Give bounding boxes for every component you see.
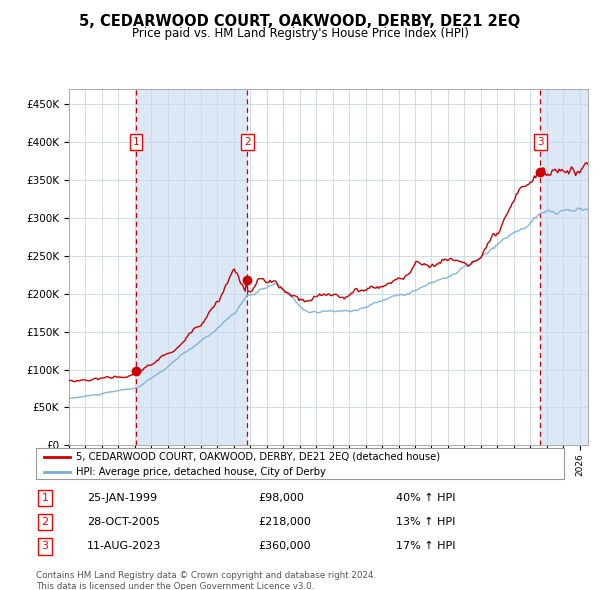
Text: 5, CEDARWOOD COURT, OAKWOOD, DERBY, DE21 2EQ: 5, CEDARWOOD COURT, OAKWOOD, DERBY, DE21… [79, 14, 521, 30]
Text: 3: 3 [41, 542, 49, 551]
Text: 28-OCT-2005: 28-OCT-2005 [87, 517, 160, 527]
Text: 3: 3 [537, 137, 544, 147]
Text: Price paid vs. HM Land Registry's House Price Index (HPI): Price paid vs. HM Land Registry's House … [131, 27, 469, 40]
Bar [555, 88, 588, 445]
Text: 25-JAN-1999: 25-JAN-1999 [87, 493, 157, 503]
Bar [541, 88, 588, 445]
Text: 11-AUG-2023: 11-AUG-2023 [87, 542, 161, 551]
Text: HPI: Average price, detached house, City of Derby: HPI: Average price, detached house, City… [76, 467, 325, 477]
Text: 1: 1 [133, 137, 139, 147]
Bar [136, 88, 247, 445]
Text: 2: 2 [41, 517, 49, 527]
Text: 2: 2 [244, 137, 251, 147]
Text: Contains HM Land Registry data © Crown copyright and database right 2024.
This d: Contains HM Land Registry data © Crown c… [36, 571, 376, 590]
Text: 1: 1 [41, 493, 49, 503]
Text: 40% ↑ HPI: 40% ↑ HPI [396, 493, 455, 503]
Text: 5, CEDARWOOD COURT, OAKWOOD, DERBY, DE21 2EQ (detached house): 5, CEDARWOOD COURT, OAKWOOD, DERBY, DE21… [76, 452, 440, 462]
Text: 13% ↑ HPI: 13% ↑ HPI [396, 517, 455, 527]
Text: £360,000: £360,000 [258, 542, 311, 551]
Text: £218,000: £218,000 [258, 517, 311, 527]
Text: £98,000: £98,000 [258, 493, 304, 503]
Text: 17% ↑ HPI: 17% ↑ HPI [396, 542, 455, 551]
